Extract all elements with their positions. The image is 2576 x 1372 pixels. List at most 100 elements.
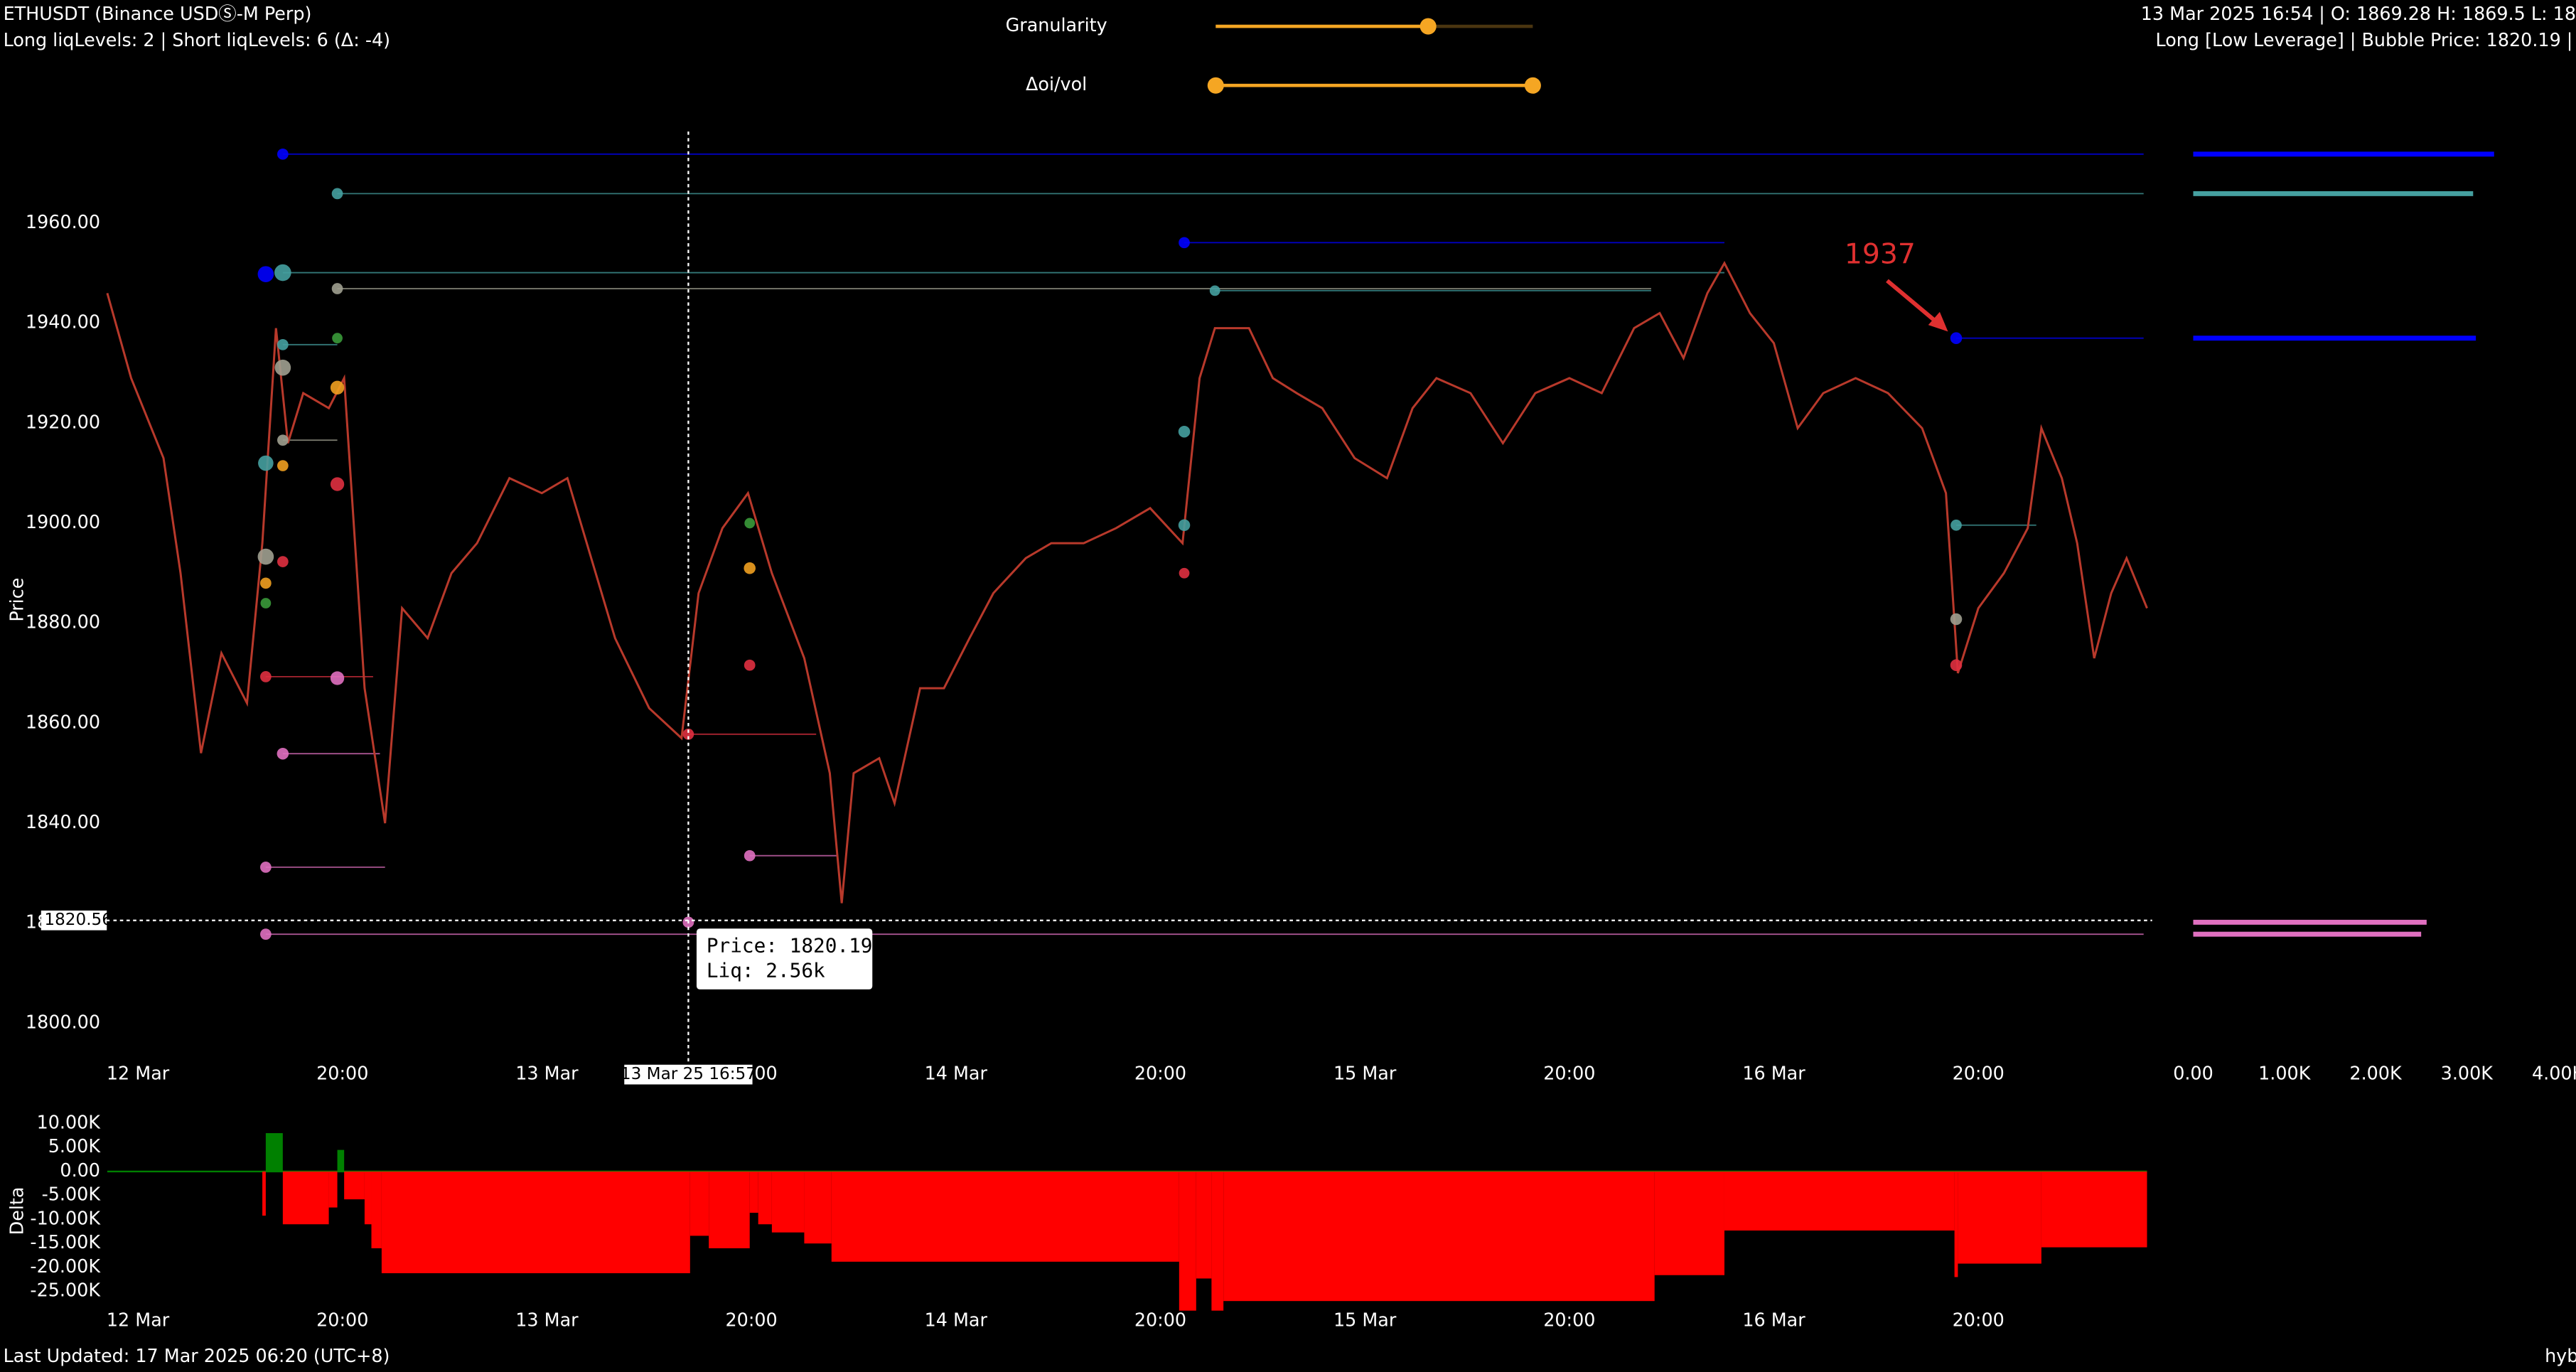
delta-bar (265, 1132, 283, 1172)
x-tick-label: 3.00K (2441, 1063, 2494, 1084)
delta-bar (262, 1171, 266, 1216)
brand: hyb (2545, 1345, 2576, 1366)
delta-bar (1179, 1171, 1196, 1311)
y-tick-label: -15.00K (30, 1231, 101, 1253)
slider-label: Granularity (1006, 14, 1107, 36)
liq-bubble (331, 188, 343, 200)
slider-handle[interactable] (1420, 18, 1437, 35)
x-tick-label: 12 Mar (107, 1063, 170, 1084)
y-tick-label: -10.00K (30, 1207, 101, 1228)
delta-bar (771, 1171, 805, 1233)
y-tick-label: -5.00K (42, 1184, 102, 1205)
liq-bubble (1178, 519, 1191, 532)
x-tick-label: 20:00 (1953, 1063, 2005, 1084)
x-tick-label: 1.00K (2258, 1063, 2312, 1084)
delta-bar (337, 1149, 345, 1172)
liq-bubble (744, 850, 756, 862)
delta-bar (1196, 1171, 1212, 1279)
delta-bar (282, 1171, 329, 1225)
ohlc: 13 Mar 2025 16:54 | O: 1869.28 H: 1869.5… (2141, 3, 2576, 24)
liq-bubble (274, 264, 291, 282)
delta-bar (364, 1171, 372, 1225)
liq-bubble (1178, 425, 1191, 438)
profile-bar (2193, 191, 2474, 196)
delta-bar (328, 1171, 338, 1208)
y-tick-label: 1920.00 (26, 411, 100, 432)
delta-bar (831, 1171, 1179, 1262)
x-tick-label: 15 Mar (1333, 1309, 1397, 1330)
x-tick-label: 2.00K (2349, 1063, 2403, 1084)
x-tick-label: 20:00 (1953, 1309, 2005, 1330)
profile-bar (2193, 336, 2476, 341)
y-tick-label: 1840.00 (26, 811, 100, 832)
liq-bubble (258, 455, 274, 471)
y-tick-label: 1880.00 (26, 611, 100, 633)
delta-bar (371, 1171, 382, 1248)
x-tick-label: 20:00 (1134, 1063, 1186, 1084)
y-tick-label: -20.00K (30, 1255, 101, 1277)
x-tick-label: 12 Mar (107, 1309, 170, 1330)
liq-bubble (260, 928, 272, 940)
x-tick-label: 13 Mar (515, 1309, 579, 1330)
crosshair-y-box (41, 910, 107, 931)
bubble-info: Long [Low Leverage] | Bubble Price: 1820… (2156, 29, 2573, 50)
y-axis-label: Delta (6, 1187, 27, 1236)
liq-bubble (1950, 332, 1963, 344)
crosshair-x-label: 13 Mar 25 16:57 (621, 1065, 756, 1083)
x-tick-label: 20:00 (316, 1309, 368, 1330)
liq-bubble (330, 671, 345, 685)
x-tick-label: 20:00 (1543, 1309, 1595, 1330)
liq-bubble (330, 380, 345, 395)
x-tick-label: 16 Mar (1742, 1063, 1805, 1084)
profile-bar (2193, 931, 2422, 937)
symbol: ETHUSDT (Binance USDⓈ-M Perp) (4, 3, 312, 24)
crosshair-x-box (624, 1064, 753, 1085)
liq-bubble (260, 671, 272, 682)
delta-bar (1954, 1171, 1958, 1277)
liq-bubble (1179, 567, 1190, 579)
x-tick-label: 20:00 (1543, 1063, 1595, 1084)
delta-bar (758, 1171, 772, 1225)
y-tick-label: -25.00K (30, 1280, 101, 1301)
delta-bar (2041, 1171, 2147, 1248)
annotation-text: 1937 (1845, 239, 1916, 271)
liq-bubble (277, 148, 289, 160)
profile-bar (2193, 919, 2427, 925)
x-tick-label: 20:00 (316, 1063, 368, 1084)
y-tick-label: 5.00K (48, 1135, 102, 1157)
slider-handle[interactable] (1207, 77, 1224, 94)
delta-bar (1211, 1171, 1224, 1311)
delta-bar (1724, 1171, 1955, 1231)
crosshair-y-label: 1820.56 (44, 911, 112, 929)
y-axis-label: Price (6, 578, 27, 622)
x-tick-label: 16 Mar (1742, 1309, 1805, 1330)
y-tick-label: 1800.00 (26, 1011, 100, 1032)
slider-handle[interactable] (1524, 77, 1541, 94)
tooltip-liq: Liq: 2.56k (707, 958, 825, 982)
delta-bar (1223, 1171, 1655, 1302)
liq-bubble (682, 728, 694, 740)
y-tick-label: 1940.00 (26, 311, 100, 333)
y-tick-label: 1900.00 (26, 511, 100, 532)
price-line (106, 260, 2148, 904)
liq-bubble (331, 283, 343, 294)
liq-bubble (277, 556, 289, 567)
x-tick-label: 20:00 (725, 1309, 777, 1330)
slider-label: Δoi/vol (1026, 73, 1087, 95)
x-tick-label: 4.00K (2532, 1063, 2576, 1084)
liq-bubble (277, 747, 289, 760)
y-tick-label: 10.00K (37, 1111, 102, 1132)
liq-bubble (277, 338, 289, 350)
delta-bar (381, 1171, 690, 1274)
liq-bubble (1950, 613, 1963, 626)
tooltip-price: Price: 1820.19 (707, 934, 873, 958)
y-tick-label: 1960.00 (26, 211, 100, 232)
x-tick-label: 20:00 (1134, 1309, 1186, 1330)
y-tick-label: 1860.00 (26, 711, 100, 732)
liq-bubble (1209, 285, 1220, 296)
liq-bubble (260, 598, 272, 609)
delta-bar (344, 1171, 365, 1200)
liq-summary: Long liqLevels: 2 | Short liqLevels: 6 (… (4, 29, 390, 50)
